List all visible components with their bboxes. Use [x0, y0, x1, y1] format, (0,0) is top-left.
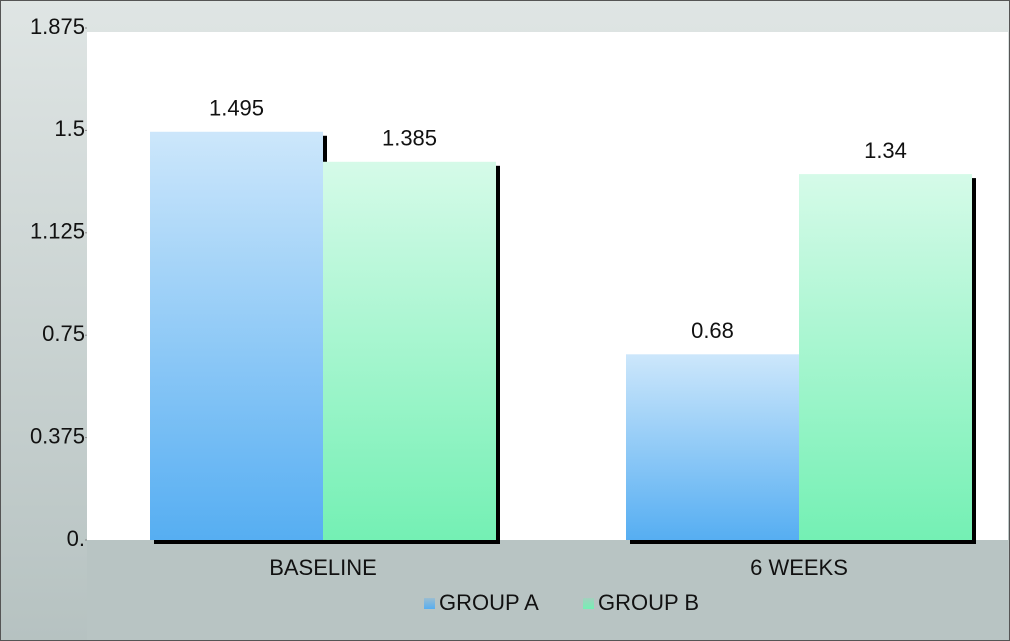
y-tick-label: 0.375: [30, 423, 85, 448]
data-label: 1.385: [382, 126, 437, 151]
data-label: 1.34: [864, 138, 907, 163]
legend-swatch: [424, 598, 435, 609]
x-tick-label: 6 WEEKS: [750, 555, 848, 580]
data-label: 0.68: [691, 318, 734, 343]
bar: [626, 354, 799, 540]
y-tick-label: 1.125: [30, 219, 85, 244]
y-tick-label: 1.5: [54, 116, 85, 141]
legend-swatch: [583, 598, 594, 609]
y-tick-label: 0.75: [42, 321, 85, 346]
floor: [87, 540, 1008, 640]
legend-label: GROUP A: [439, 590, 539, 615]
legend-label: GROUP B: [598, 590, 699, 615]
bar: [323, 161, 496, 540]
bar: [799, 174, 972, 540]
data-label: 1.495: [209, 96, 264, 121]
x-tick-label: BASELINE: [269, 555, 377, 580]
y-tick-label: 0.: [67, 526, 85, 551]
bar: [150, 131, 323, 541]
y-tick-label: 1.875: [30, 14, 85, 39]
